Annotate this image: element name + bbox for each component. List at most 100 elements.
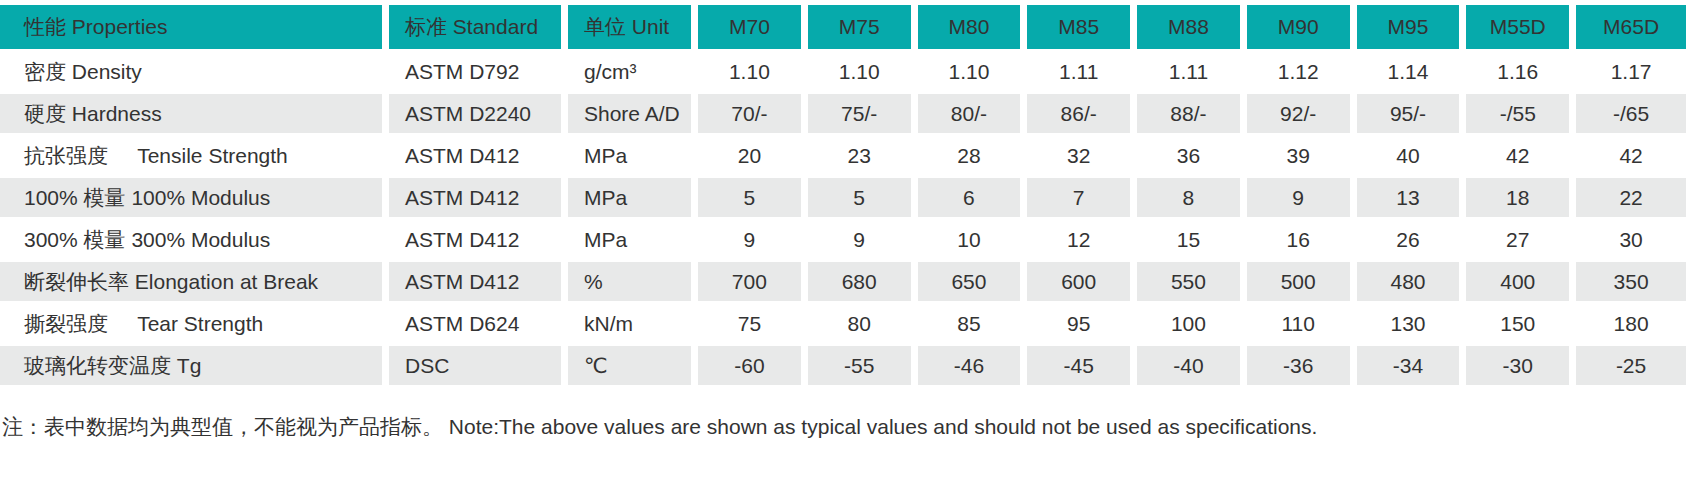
table-row-hardness: 硬度 HardnessASTM D2240Shore A/D70/-75/-80… xyxy=(0,91,1686,133)
value-cell-m75: 680 xyxy=(808,259,918,301)
value-cell-m85: 12 xyxy=(1027,217,1137,259)
value-cell-m55d: 27 xyxy=(1466,217,1576,259)
value-cell-m70: -60 xyxy=(698,343,808,385)
table-row-tear-strength: 撕裂强度 Tear StrengthASTM D624kN/m758085951… xyxy=(0,301,1686,343)
value-cell-m65d: -/65 xyxy=(1576,91,1686,133)
value-cell-m65d: 1.17 xyxy=(1576,49,1686,91)
unit-cell: kN/m xyxy=(568,301,698,343)
property-cell: 撕裂强度 Tear Strength xyxy=(0,301,389,343)
standard-cell: DSC xyxy=(389,343,568,385)
standard-cell: ASTM D412 xyxy=(389,175,568,217)
value-cell-m95: 40 xyxy=(1357,133,1467,175)
value-cell-m90: -36 xyxy=(1247,343,1357,385)
value-cell-m90: 110 xyxy=(1247,301,1357,343)
column-header-m88: M88 xyxy=(1137,5,1247,49)
table-row-tensile-strength: 抗张强度 Tensile StrengthASTM D412MPa2023283… xyxy=(0,133,1686,175)
unit-cell: MPa xyxy=(568,175,698,217)
table-body: 密度 DensityASTM D792g/cm³1.101.101.101.11… xyxy=(0,49,1686,385)
value-cell-m75: 75/- xyxy=(808,91,918,133)
value-cell-m55d: 1.16 xyxy=(1466,49,1576,91)
unit-cell: Shore A/D xyxy=(568,91,698,133)
value-cell-m88: 36 xyxy=(1137,133,1247,175)
unit-cell: g/cm³ xyxy=(568,49,698,91)
value-cell-m80: 650 xyxy=(918,259,1028,301)
value-cell-m95: 26 xyxy=(1357,217,1467,259)
value-cell-m88: 550 xyxy=(1137,259,1247,301)
column-header-properties: 性能 Properties xyxy=(0,5,389,49)
value-cell-m70: 5 xyxy=(698,175,808,217)
value-cell-m65d: 350 xyxy=(1576,259,1686,301)
value-cell-m90: 500 xyxy=(1247,259,1357,301)
unit-cell: MPa xyxy=(568,133,698,175)
datasheet-page: 性能 Properties标准 Standard单位 UnitM70M75M80… xyxy=(0,5,1686,492)
table-row-modulus-100: 100% 模量 100% ModulusASTM D412MPa55678913… xyxy=(0,175,1686,217)
value-cell-m90: 1.12 xyxy=(1247,49,1357,91)
value-cell-m95: 13 xyxy=(1357,175,1467,217)
value-cell-m70: 1.10 xyxy=(698,49,808,91)
column-header-standard: 标准 Standard xyxy=(389,5,568,49)
value-cell-m75: 1.10 xyxy=(808,49,918,91)
table-row-elongation-at-break: 断裂伸长率 Elongation at BreakASTM D412%70068… xyxy=(0,259,1686,301)
standard-cell: ASTM D412 xyxy=(389,259,568,301)
table-row-modulus-300: 300% 模量 300% ModulusASTM D412MPa99101215… xyxy=(0,217,1686,259)
column-header-m70: M70 xyxy=(698,5,808,49)
property-cell: 断裂伸长率 Elongation at Break xyxy=(0,259,389,301)
value-cell-m55d: 18 xyxy=(1466,175,1576,217)
property-cell: 密度 Density xyxy=(0,49,389,91)
column-header-m80: M80 xyxy=(918,5,1028,49)
property-cell: 抗张强度 Tensile Strength xyxy=(0,133,389,175)
column-header-m85: M85 xyxy=(1027,5,1137,49)
value-cell-m80: -46 xyxy=(918,343,1028,385)
value-cell-m70: 70/- xyxy=(698,91,808,133)
unit-cell: ℃ xyxy=(568,343,698,385)
properties-table: 性能 Properties标准 Standard单位 UnitM70M75M80… xyxy=(0,5,1686,385)
standard-cell: ASTM D412 xyxy=(389,133,568,175)
value-cell-m95: 95/- xyxy=(1357,91,1467,133)
column-header-m75: M75 xyxy=(808,5,918,49)
value-cell-m85: 600 xyxy=(1027,259,1137,301)
value-cell-m75: 80 xyxy=(808,301,918,343)
value-cell-m95: 130 xyxy=(1357,301,1467,343)
value-cell-m80: 85 xyxy=(918,301,1028,343)
value-cell-m95: 480 xyxy=(1357,259,1467,301)
table-row-tg: 玻璃化转变温度 TgDSC℃-60-55-46-45-40-36-34-30-2… xyxy=(0,343,1686,385)
value-cell-m65d: 30 xyxy=(1576,217,1686,259)
value-cell-m88: 88/- xyxy=(1137,91,1247,133)
standard-cell: ASTM D624 xyxy=(389,301,568,343)
footnote: 注：表中数据均为典型值，不能视为产品指标。 Note:The above val… xyxy=(2,414,1686,440)
unit-cell: MPa xyxy=(568,217,698,259)
value-cell-m55d: 400 xyxy=(1466,259,1576,301)
value-cell-m55d: 42 xyxy=(1466,133,1576,175)
header-row: 性能 Properties标准 Standard单位 UnitM70M75M80… xyxy=(0,5,1686,49)
value-cell-m65d: 180 xyxy=(1576,301,1686,343)
value-cell-m70: 9 xyxy=(698,217,808,259)
value-cell-m85: 1.11 xyxy=(1027,49,1137,91)
column-header-unit: 单位 Unit xyxy=(568,5,698,49)
value-cell-m55d: -/55 xyxy=(1466,91,1576,133)
value-cell-m65d: 42 xyxy=(1576,133,1686,175)
value-cell-m90: 16 xyxy=(1247,217,1357,259)
property-cell: 硬度 Hardness xyxy=(0,91,389,133)
column-header-m95: M95 xyxy=(1357,5,1467,49)
value-cell-m95: -34 xyxy=(1357,343,1467,385)
value-cell-m88: -40 xyxy=(1137,343,1247,385)
value-cell-m90: 9 xyxy=(1247,175,1357,217)
value-cell-m88: 1.11 xyxy=(1137,49,1247,91)
value-cell-m80: 10 xyxy=(918,217,1028,259)
unit-cell: % xyxy=(568,259,698,301)
standard-cell: ASTM D412 xyxy=(389,217,568,259)
value-cell-m55d: 150 xyxy=(1466,301,1576,343)
value-cell-m90: 92/- xyxy=(1247,91,1357,133)
column-header-m55d: M55D xyxy=(1466,5,1576,49)
value-cell-m65d: -25 xyxy=(1576,343,1686,385)
value-cell-m80: 80/- xyxy=(918,91,1028,133)
value-cell-m85: 7 xyxy=(1027,175,1137,217)
column-header-m65d: M65D xyxy=(1576,5,1686,49)
value-cell-m65d: 22 xyxy=(1576,175,1686,217)
value-cell-m85: 32 xyxy=(1027,133,1137,175)
property-cell: 100% 模量 100% Modulus xyxy=(0,175,389,217)
value-cell-m75: 23 xyxy=(808,133,918,175)
value-cell-m88: 8 xyxy=(1137,175,1247,217)
table-row-density: 密度 DensityASTM D792g/cm³1.101.101.101.11… xyxy=(0,49,1686,91)
value-cell-m70: 75 xyxy=(698,301,808,343)
